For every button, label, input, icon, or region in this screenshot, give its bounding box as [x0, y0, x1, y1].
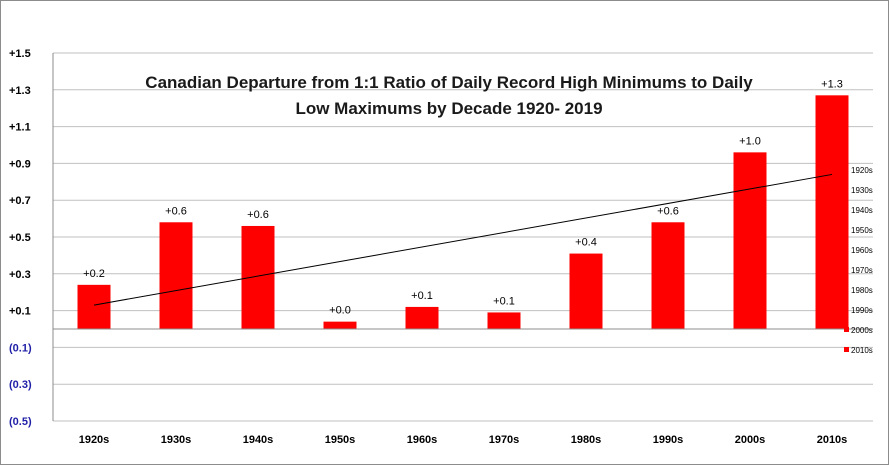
x-tick-label: 1970s [489, 434, 520, 446]
legend-entry: 1930s [851, 186, 873, 195]
bar [77, 284, 111, 329]
data-label: +0.1 [493, 295, 515, 307]
x-tick-label: 1930s [161, 434, 192, 446]
y-tick-label: (0.5) [9, 416, 32, 428]
data-label: +0.0 [329, 305, 351, 317]
data-label: +1.3 [821, 78, 843, 90]
legend: 1920s 1930s 1940s 1950s 1960s 1970s 1980s 1990s… [844, 166, 873, 355]
bars [77, 95, 849, 329]
bar [159, 222, 193, 329]
data-label: +0.6 [247, 209, 269, 221]
y-tick-label: (0.1) [9, 342, 32, 354]
trendline [93, 173, 833, 306]
legend-swatch [844, 327, 849, 332]
x-tick-label: 1960s [407, 434, 438, 446]
chart-title-line-1: Canadian Departure from 1:1 Ratio of Dai… [145, 73, 753, 92]
bar [651, 222, 685, 329]
bar [733, 152, 767, 329]
y-tick-label: +1.1 [9, 122, 31, 134]
x-tick-label: 1990s [653, 434, 684, 446]
legend-entry: 2000s [851, 326, 873, 335]
x-tick-label: 1920s [79, 434, 110, 446]
chart-title: Canadian Departure from 1:1 Ratio of Dai… [145, 73, 753, 118]
legend-entry: 2010s [851, 346, 873, 355]
data-label: +0.2 [83, 268, 105, 280]
y-tick-label: +1.5 [9, 48, 31, 60]
axes: +1.5 +1.3 +1.1 +0.9 +0.7 +0.5 +0.3 +0.1 (0.1) (0.… [9, 48, 873, 446]
x-tick-label: 1980s [571, 434, 602, 446]
chart-title-line-2: Low Maximums by Decade 1920- 2019 [295, 99, 602, 118]
bar [241, 225, 275, 329]
bar [323, 321, 357, 329]
legend-entry: 1990s [851, 306, 873, 315]
data-label: +0.4 [575, 237, 597, 249]
bar [487, 312, 521, 329]
data-label: +1.0 [739, 135, 761, 147]
bar [815, 95, 849, 329]
x-tick-label: 1950s [325, 434, 356, 446]
legend-entry: 1960s [851, 246, 873, 255]
trendline-line [93, 173, 833, 306]
y-tick-label: +0.9 [9, 158, 31, 170]
legend-entry: 1980s [851, 286, 873, 295]
legend-entry: 1950s [851, 226, 873, 235]
y-tick-label: +0.5 [9, 232, 31, 244]
y-tick-label: +0.3 [9, 269, 31, 281]
legend-entry: 1970s [851, 266, 873, 275]
bar [569, 253, 603, 329]
data-labels: +0.2 +0.6 +0.6 +0.0 +0.1 +0.1 +0.4 +0.6 +1.0 +1.3 [83, 78, 843, 316]
data-label: +0.6 [165, 205, 187, 217]
x-tick-label: 1940s [243, 434, 274, 446]
y-tick-label: +0.1 [9, 306, 31, 318]
legend-entry: 1940s [851, 206, 873, 215]
legend-swatch [844, 347, 849, 352]
x-tick-label: 2010s [817, 434, 848, 446]
y-tick-label: +0.7 [9, 195, 31, 207]
y-tick-label: (0.3) [9, 379, 32, 391]
y-tick-label: +1.3 [9, 85, 31, 97]
legend-entry: 1920s [851, 166, 873, 175]
bar [405, 306, 439, 329]
x-tick-label: 2000s [735, 434, 766, 446]
data-label: +0.6 [657, 205, 679, 217]
data-label: +0.1 [411, 290, 433, 302]
